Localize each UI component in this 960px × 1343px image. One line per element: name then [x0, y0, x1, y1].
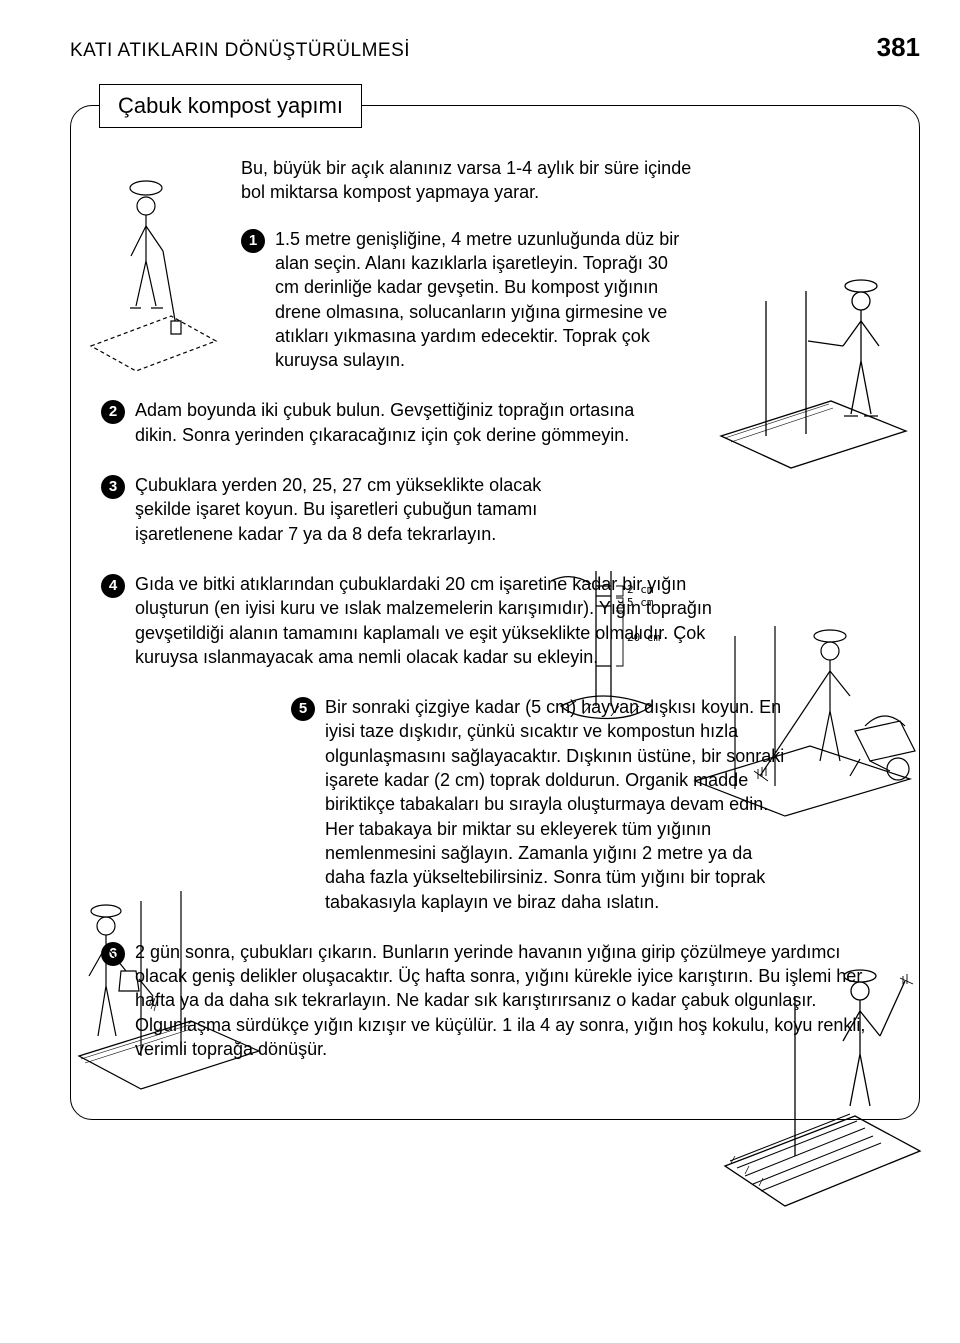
ruler-label-20cm: 20 cm	[627, 631, 660, 644]
illustration-stakes	[711, 246, 911, 476]
step-3-text: Çubuklara yerden 20, 25, 27 cm yükseklik…	[135, 473, 575, 546]
step-number-4: 4	[101, 574, 125, 598]
step-number-3: 3	[101, 475, 125, 499]
step-2-text: Adam boyunda iki çubuk bulun. Gevşettiği…	[135, 398, 675, 447]
intro-text: Bu, büyük bir açık alanınız varsa 1-4 ay…	[241, 156, 701, 205]
title-tab: Çabuk kompost yapımı	[99, 84, 362, 128]
illustration-layered-pile	[695, 956, 925, 1216]
illustration-wheelbarrow	[690, 611, 925, 831]
step-1-text: 1.5 metre genişliğine, 4 metre uzunluğun…	[275, 227, 695, 373]
step-number-1: 1	[241, 229, 265, 253]
illustration-digging	[81, 166, 221, 376]
content-frame: Çabuk kompost yapımı Bu, büyük bir açık …	[70, 105, 920, 1120]
step-number-2: 2	[101, 400, 125, 424]
chapter-title: KATI ATIKLARIN DÖNÜŞTÜRÜLMESİ	[70, 38, 410, 64]
ruler-label-2cm: 2 cm	[627, 583, 654, 596]
page-header: KATI ATIKLARIN DÖNÜŞTÜRÜLMESİ 381	[70, 30, 920, 65]
ruler-label-5cm: 5 cm	[627, 596, 654, 609]
step-number-5: 5	[291, 697, 315, 721]
page-number: 381	[877, 30, 920, 65]
illustration-watering	[71, 881, 266, 1101]
step-3: 3 Çubuklara yerden 20, 25, 27 cm yüksekl…	[101, 473, 889, 546]
illustration-marking-stick: 2 cm 5 cm 20 cm	[541, 566, 671, 736]
